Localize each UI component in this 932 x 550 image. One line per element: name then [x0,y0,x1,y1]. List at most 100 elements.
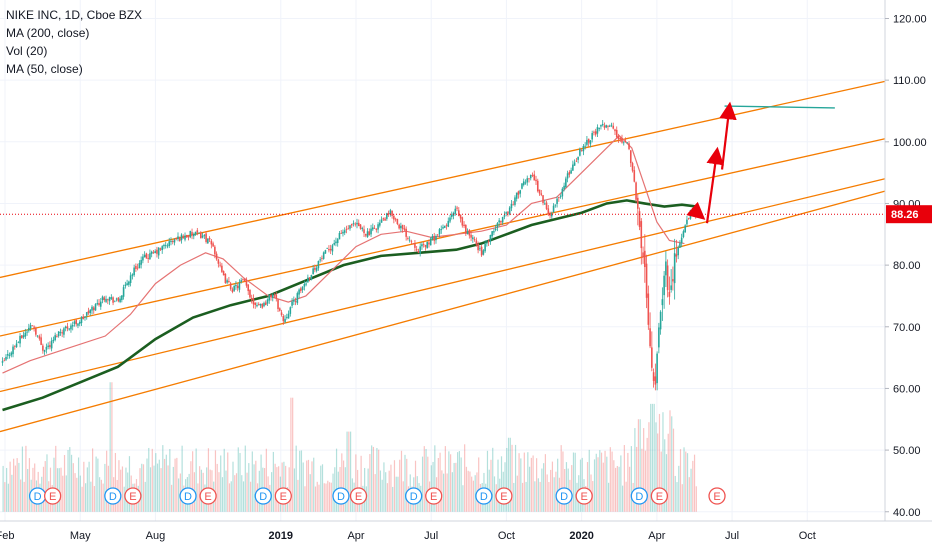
earnings-badge[interactable] [349,487,368,505]
candle-body[interactable] [15,343,18,348]
candle-body[interactable] [538,189,541,194]
candle-body[interactable] [580,150,583,152]
candle-body[interactable] [531,174,534,176]
candle-body[interactable] [414,243,416,248]
candle-body[interactable] [673,253,676,284]
candle-body[interactable] [131,274,134,276]
candle-body[interactable] [36,335,39,337]
candle-body[interactable] [679,243,681,248]
candle-body[interactable] [314,267,316,270]
candle-body[interactable] [384,218,386,221]
candle-body[interactable] [426,242,429,249]
candle-body[interactable] [652,372,655,381]
candle-body[interactable] [498,220,500,223]
candle-body[interactable] [233,285,235,291]
candle-body[interactable] [668,291,671,297]
candle-body[interactable] [121,295,123,301]
candle-body[interactable] [150,251,153,254]
candle-body[interactable] [691,210,694,212]
candle-body[interactable] [461,217,464,226]
candle-body[interactable] [672,279,674,282]
candle-body[interactable] [549,213,551,216]
candle-body[interactable] [78,322,81,324]
candle-body[interactable] [624,141,627,142]
candle-body[interactable] [666,265,669,291]
candle-body[interactable] [215,253,218,260]
candle-body[interactable] [622,142,625,144]
candle-body[interactable] [33,326,35,328]
candle-body[interactable] [49,345,51,348]
dividend-badge[interactable] [555,487,573,505]
candle-body[interactable] [382,218,385,220]
candle-body[interactable] [593,131,595,133]
candle-body[interactable] [405,228,407,237]
candle-body[interactable] [201,235,204,238]
candle-body[interactable] [408,239,411,241]
candle-body[interactable] [94,304,97,311]
candle-body[interactable] [559,196,562,198]
candle-body[interactable] [42,345,44,351]
symbol-title[interactable]: NIKE INC, 1D, Cboe BZX [6,8,143,22]
candle-body[interactable] [194,231,197,235]
candle-body[interactable] [177,236,179,240]
candle-body[interactable] [682,231,685,237]
candle-body[interactable] [573,162,576,166]
candle-body[interactable] [264,302,267,306]
candle-body[interactable] [171,241,174,242]
candle-body[interactable] [350,223,353,226]
candle-body[interactable] [500,220,502,223]
candle-body[interactable] [529,175,532,179]
candle-body[interactable] [428,242,430,245]
candle-body[interactable] [556,198,558,205]
candle-body[interactable] [96,303,99,305]
candle-body[interactable] [528,178,530,180]
candle-body[interactable] [21,335,23,339]
candle-body[interactable] [119,298,121,302]
candle-body[interactable] [526,178,529,183]
candle-body[interactable] [575,160,578,162]
candle-body[interactable] [517,191,520,195]
candle-body[interactable] [661,299,664,306]
candle-body[interactable] [180,234,183,241]
candle-body[interactable] [231,289,234,292]
candle-body[interactable] [459,214,462,219]
candle-body[interactable] [584,145,586,147]
candle-body[interactable] [347,228,350,230]
candle-body[interactable] [605,125,608,128]
candle-body[interactable] [222,271,225,276]
candle-body[interactable] [387,212,390,215]
candle-body[interactable] [164,245,167,246]
candle-body[interactable] [333,243,335,245]
candle-body[interactable] [493,231,495,233]
candle-body[interactable] [247,284,250,292]
candle-body[interactable] [521,183,523,189]
candle-body[interactable] [472,237,474,240]
candle-body[interactable] [563,185,565,190]
candle-body[interactable] [375,229,378,230]
candle-body[interactable] [1,361,4,363]
earnings-badge[interactable] [274,487,292,505]
candle-body[interactable] [370,228,372,235]
candle-body[interactable] [280,312,283,315]
candle-body[interactable] [170,240,172,243]
candle-body[interactable] [303,284,306,287]
target-line[interactable] [724,105,835,109]
candle-body[interactable] [552,205,555,213]
candle-body[interactable] [229,283,232,290]
candle-body[interactable] [293,299,295,302]
candle-body[interactable] [482,250,485,255]
earnings-badge[interactable] [495,487,513,505]
candle-body[interactable] [207,238,209,244]
dividend-badge[interactable] [104,487,122,505]
candle-body[interactable] [257,304,260,306]
candle-body[interactable] [221,265,223,272]
candle-body[interactable] [642,252,644,258]
candle-body[interactable] [373,228,376,229]
candle-body[interactable] [92,307,95,311]
candle-body[interactable] [59,332,62,333]
candle-body[interactable] [84,316,86,318]
candle-body[interactable] [586,140,588,145]
candle-body[interactable] [561,188,564,197]
candle-body[interactable] [524,182,527,184]
